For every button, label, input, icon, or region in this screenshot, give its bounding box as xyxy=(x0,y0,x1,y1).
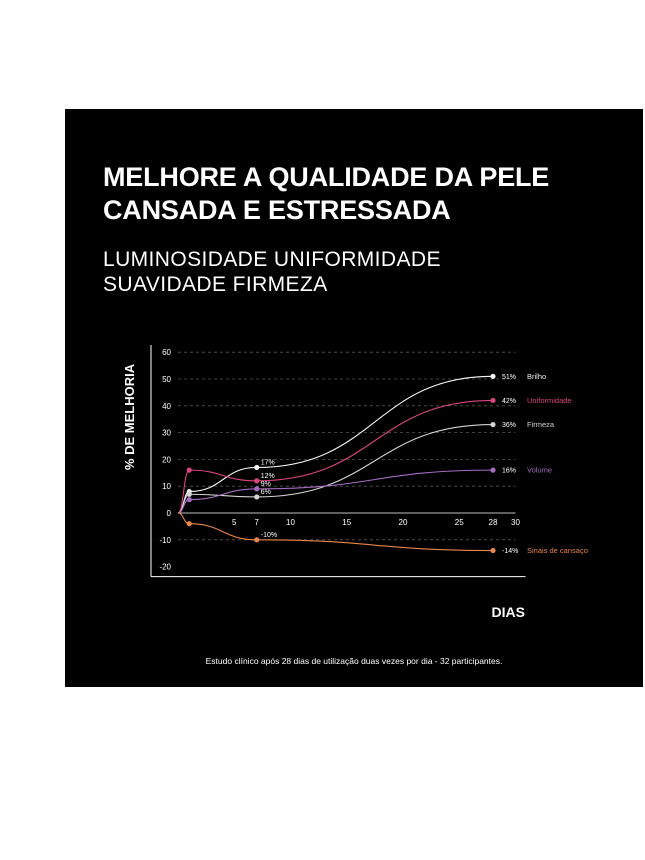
y-tick-label: 10 xyxy=(162,482,171,491)
title-line-2: CANSADA E ESTRESSADA xyxy=(103,195,451,225)
series-name-label: Uniformidade xyxy=(527,396,572,405)
y-tick-label: -20 xyxy=(159,563,171,572)
improvement-line-chart: 60 50 40 30 20 10 0 -10 -20 5 7 10 15 20 25 28 30 17% 51%… xyxy=(122,345,588,620)
subtitle-line-2: SUAVIDADE FIRMEZA xyxy=(103,273,328,296)
data-point xyxy=(490,373,496,379)
series-line xyxy=(177,424,494,514)
data-label: 17% xyxy=(261,459,275,466)
data-label: 42% xyxy=(502,398,516,405)
series-line xyxy=(177,512,494,552)
x-tick-label: 10 xyxy=(286,518,295,527)
series-name-label: Brilho xyxy=(527,372,546,381)
data-label: 16% xyxy=(502,468,516,475)
x-tick-label: 30 xyxy=(511,518,520,527)
data-point xyxy=(186,467,192,473)
page-title: MELHORE A QUALIDADE DA PELE CANSADA E ES… xyxy=(103,161,549,227)
y-tick-label: 20 xyxy=(162,455,171,464)
data-point xyxy=(254,486,260,492)
y-tick-label: 50 xyxy=(162,375,171,384)
data-point xyxy=(490,421,496,428)
series-line xyxy=(177,469,494,514)
data-point xyxy=(490,467,496,473)
data-point xyxy=(254,478,260,484)
data-point xyxy=(490,397,496,404)
data-label: -14% xyxy=(502,548,518,555)
series-line xyxy=(177,375,494,514)
x-axis-title: DIAS xyxy=(492,604,525,620)
y-axis-title: % DE MELHORIA xyxy=(122,363,137,470)
y-tick-label: 30 xyxy=(162,429,171,438)
data-point xyxy=(254,537,260,543)
data-point xyxy=(186,491,192,497)
data-label: 6% xyxy=(261,489,271,496)
data-label: -10% xyxy=(261,532,277,539)
data-label: 12% xyxy=(261,473,275,480)
chart-series: 17% 51% Brilho 12% 42% Uniformidade 6% 36% Firme… xyxy=(177,372,588,555)
y-tick-label: 0 xyxy=(167,509,172,518)
x-tick-label: 28 xyxy=(489,518,498,527)
y-tick-label: -10 xyxy=(159,536,171,545)
y-tick-label: 40 xyxy=(162,402,171,411)
data-point xyxy=(186,521,192,527)
data-label: 9% xyxy=(261,481,271,488)
x-tick-label: 15 xyxy=(342,518,351,527)
series-name-label: Sinais de cansaço xyxy=(527,546,588,555)
subtitle: LUMINOSIDADE UNIFORMIDADE SUAVIDADE FIRM… xyxy=(103,247,441,297)
subtitle-line-1: LUMINOSIDADE UNIFORMIDADE xyxy=(103,248,441,271)
data-point xyxy=(254,464,260,471)
y-tick-label: 60 xyxy=(162,348,171,357)
data-point xyxy=(186,497,192,503)
x-tick-label: 7 xyxy=(255,518,260,527)
x-tick-label: 5 xyxy=(232,518,237,527)
x-tick-label: 20 xyxy=(399,518,408,527)
series-name-label: Volume xyxy=(527,466,552,475)
data-point xyxy=(490,547,496,554)
title-line-1: MELHORE A QUALIDADE DA PELE xyxy=(103,162,550,192)
study-footnote: Estudo clínico após 28 dias de utilizaçã… xyxy=(205,656,503,666)
infographic-panel: MELHORE A QUALIDADE DA PELE CANSADA E ES… xyxy=(65,109,643,687)
data-label: 51% xyxy=(502,374,516,381)
x-tick-label: 25 xyxy=(455,518,464,527)
chart-axes: 60 50 40 30 20 10 0 -10 -20 5 7 10 15 20 25 28 30 xyxy=(150,345,526,578)
data-label: 36% xyxy=(502,422,516,429)
chart-grid xyxy=(178,351,516,541)
data-point xyxy=(254,494,260,500)
series-name-label: Firmeza xyxy=(527,420,555,429)
